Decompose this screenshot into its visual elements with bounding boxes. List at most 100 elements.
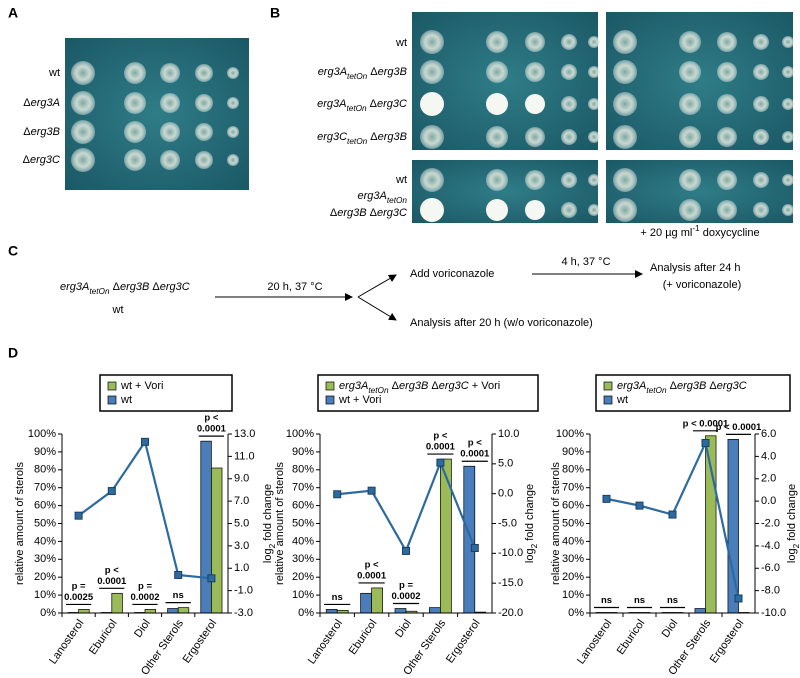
annotation: ns bbox=[634, 595, 645, 606]
text-part: log bbox=[262, 548, 274, 563]
bar bbox=[111, 592, 123, 614]
step-label: 20 h, 37 °C bbox=[267, 281, 322, 293]
panel-label: A bbox=[8, 5, 18, 21]
colony-spot bbox=[679, 31, 701, 53]
bar bbox=[177, 607, 190, 614]
annotation: 0.0001 bbox=[426, 442, 456, 453]
y2-tick-label: -3.0 bbox=[234, 607, 253, 619]
text-part: -1 bbox=[692, 224, 700, 233]
y-tick-label: 50% bbox=[562, 517, 584, 529]
step-label: Analysis after 24 h bbox=[650, 262, 741, 274]
colony-spot bbox=[679, 199, 701, 221]
y2-tick-label: 10.0 bbox=[498, 428, 519, 440]
x-tick-label: Lanosterol bbox=[306, 618, 345, 667]
colony-spot bbox=[782, 131, 794, 143]
y2-tick-label: -2.0 bbox=[761, 517, 780, 529]
text-part: tetOn bbox=[347, 137, 368, 146]
colony-spot bbox=[679, 93, 701, 115]
y-tick-label: 0% bbox=[40, 607, 56, 619]
colony-spot bbox=[679, 61, 701, 83]
text-part: 2 bbox=[530, 543, 539, 548]
y-tick-label: 100% bbox=[556, 428, 584, 440]
text-part: tetOn bbox=[368, 386, 389, 395]
text-part: erg3B bbox=[378, 131, 407, 143]
y-axis-title: relative amount of sterols bbox=[274, 462, 286, 585]
text-part: erg3A bbox=[318, 66, 347, 78]
colony-spot bbox=[717, 200, 737, 220]
y2-tick-label: -1.0 bbox=[234, 585, 253, 597]
colony-spot bbox=[420, 30, 444, 54]
line-marker bbox=[74, 511, 83, 520]
text-part: erg3B bbox=[31, 126, 60, 138]
y-axis-title: relative amount of sterols bbox=[14, 462, 26, 585]
rich-text: log2 fold change bbox=[262, 484, 277, 563]
text-part: erg3C bbox=[439, 380, 469, 392]
y-tick-label: 40% bbox=[562, 535, 584, 547]
text-part: tetOn bbox=[387, 196, 408, 205]
colony-spot bbox=[613, 92, 637, 116]
text-part: Δ bbox=[367, 66, 378, 78]
bar bbox=[440, 458, 452, 614]
colony-spot bbox=[525, 170, 545, 190]
colony-spot bbox=[679, 126, 701, 148]
text-part: tetOn bbox=[347, 72, 368, 81]
rich-text: Δerg3B bbox=[23, 126, 60, 138]
rich-text: erg3AtetOn Δerg3B Δerg3C + Vori bbox=[339, 380, 500, 395]
colony-spot bbox=[753, 64, 769, 80]
colony-spot bbox=[227, 97, 239, 109]
y-tick-label: 20% bbox=[292, 571, 314, 583]
colony-spot bbox=[124, 149, 146, 171]
annotation: 0.0002 bbox=[130, 592, 159, 603]
y2-tick-label: -5.0 bbox=[498, 517, 517, 529]
annotation: p < bbox=[204, 413, 218, 424]
y-tick-label: 0% bbox=[568, 607, 584, 619]
colony-spot bbox=[782, 98, 794, 110]
annotation: ns bbox=[667, 595, 678, 606]
y2-tick-label: 1.0 bbox=[234, 562, 249, 574]
bar bbox=[371, 587, 383, 614]
text-part: erg3A bbox=[60, 281, 89, 293]
colony-spot bbox=[71, 91, 95, 115]
bar bbox=[429, 607, 441, 614]
colony-spot bbox=[613, 168, 637, 192]
rich-text: Δerg3C bbox=[23, 154, 60, 166]
text-part: Δ bbox=[367, 131, 378, 143]
colony-spot bbox=[561, 172, 577, 188]
y-tick-label: 0% bbox=[298, 607, 314, 619]
colony-spot bbox=[613, 60, 637, 84]
y2-tick-label: 6.0 bbox=[761, 428, 776, 440]
rich-text: Δerg3A bbox=[23, 97, 60, 109]
text-part: wt bbox=[395, 174, 407, 186]
text-part: erg3A bbox=[317, 98, 346, 110]
y-tick-label: 90% bbox=[34, 446, 56, 458]
text-part: + 20 µg ml bbox=[640, 227, 692, 239]
line-marker bbox=[701, 438, 710, 447]
rich-text: erg3AtetOn Δerg3B Δerg3C bbox=[617, 380, 747, 395]
colony-spot bbox=[588, 98, 600, 110]
annotation: p < bbox=[365, 559, 379, 570]
x-tick-label: Ergosterol bbox=[181, 618, 220, 666]
rich-text: + 20 µg ml-1 doxycycline bbox=[640, 224, 759, 239]
colony-spot bbox=[160, 93, 180, 113]
text-part: Δ bbox=[667, 380, 678, 392]
colony-spot bbox=[588, 174, 600, 186]
text-part: fold change bbox=[786, 484, 798, 544]
line-marker bbox=[333, 490, 342, 499]
text-part: Δ bbox=[23, 97, 31, 109]
annotation: p = bbox=[72, 581, 86, 592]
colony-spot bbox=[160, 150, 180, 170]
y-tick-label: 100% bbox=[286, 428, 314, 440]
annotation: p < bbox=[105, 565, 119, 576]
colony-spot bbox=[71, 61, 95, 85]
colony-spot bbox=[525, 94, 545, 114]
text-part: Δ bbox=[389, 380, 400, 392]
y2-tick-label: -15.0 bbox=[498, 577, 523, 589]
x-tick-label: Lanosterol bbox=[575, 618, 614, 667]
rich-text: erg3AtetOn Δerg3B bbox=[318, 66, 407, 81]
colony-spot bbox=[195, 123, 213, 141]
text-part: erg3B bbox=[677, 380, 706, 392]
colony-spot bbox=[486, 169, 508, 191]
line-marker bbox=[141, 437, 149, 446]
line-marker bbox=[602, 494, 611, 503]
